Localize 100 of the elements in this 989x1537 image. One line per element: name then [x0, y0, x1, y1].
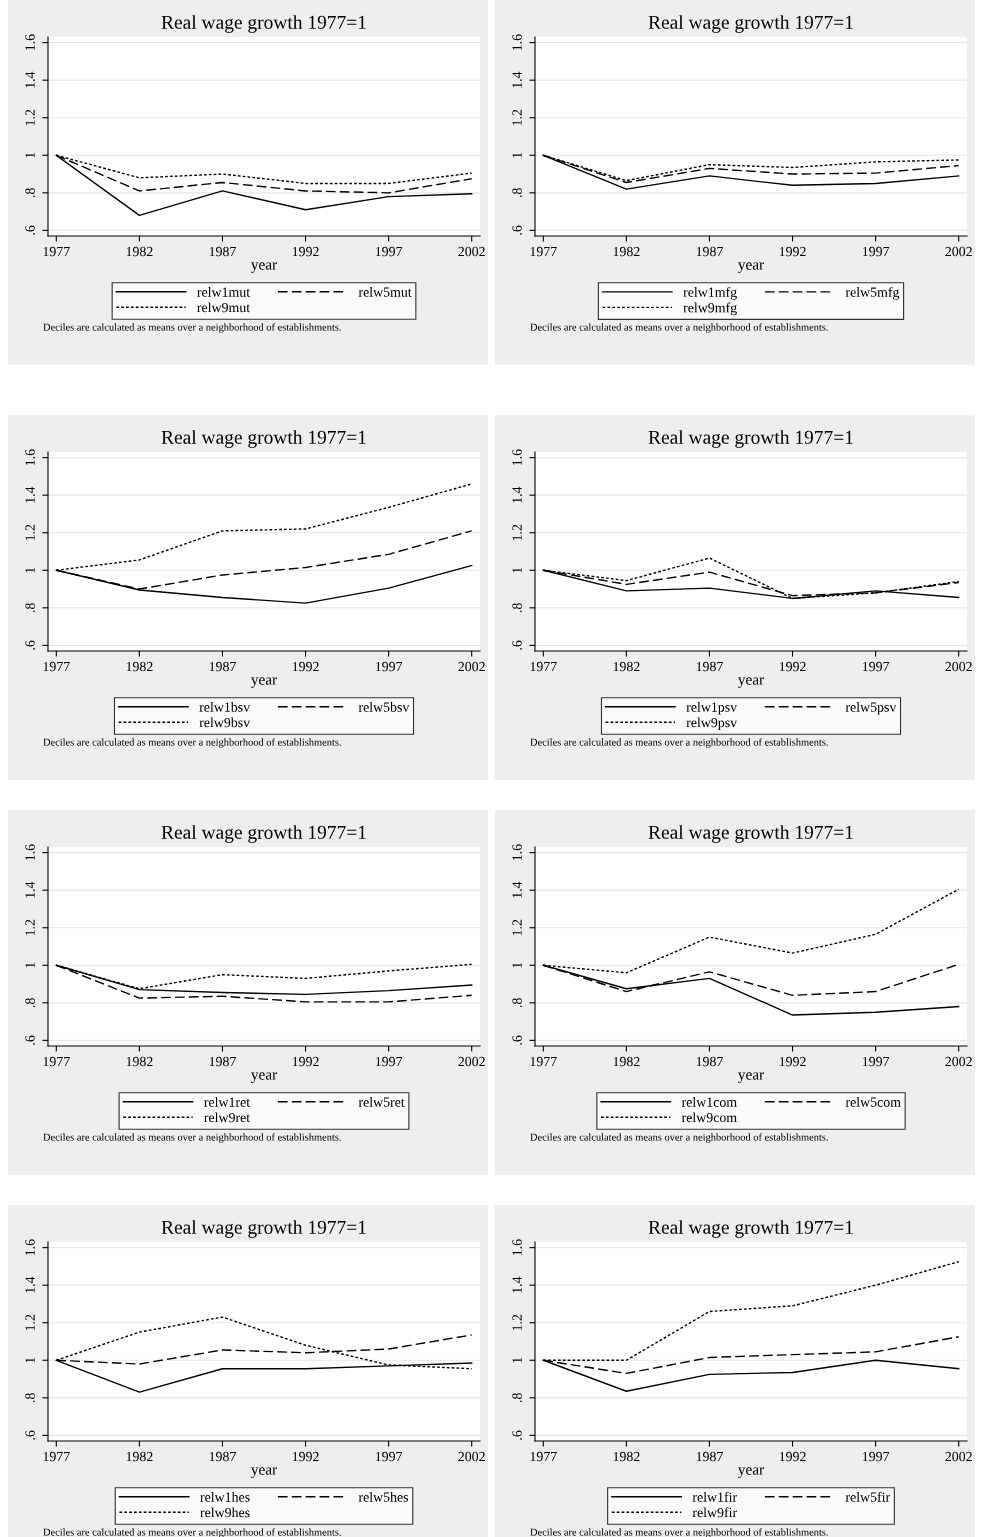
x-tick-label: 1982 — [613, 1056, 640, 1067]
legend-label: relw5hes — [358, 1492, 409, 1502]
x-tick-label: 1977 — [530, 1056, 557, 1067]
y-tick-label: 1.4 — [25, 881, 35, 898]
x-axis-title: year — [251, 1072, 278, 1083]
x-tick-label: 1992 — [292, 246, 319, 257]
y-tick-label: 1.2 — [512, 109, 522, 126]
x-axis-title: year — [251, 677, 278, 688]
y-tick-label: 1 — [25, 1357, 35, 1363]
y-tick-label: .6 — [25, 1430, 35, 1440]
x-tick-label: 1997 — [375, 1451, 403, 1462]
x-tick-label: 1997 — [862, 661, 890, 672]
y-tick-label: 1.2 — [512, 524, 522, 541]
x-axis-title: year — [738, 1072, 765, 1083]
y-tick-label: .8 — [25, 1393, 35, 1403]
legend-label: relw1mfg — [683, 286, 737, 300]
x-tick-label: 1977 — [530, 661, 557, 672]
y-tick-label: .6 — [25, 640, 35, 650]
x-tick-label: 2002 — [458, 1451, 485, 1462]
y-tick-label: .8 — [512, 1393, 522, 1403]
y-tick-label: 1.4 — [512, 71, 522, 88]
x-tick-label: 2002 — [458, 1056, 485, 1067]
legend-label: relw9com — [681, 1112, 737, 1123]
y-tick-label: .8 — [25, 603, 35, 613]
legend-label: relw5fir — [845, 1491, 891, 1502]
y-tick-label: 1.6 — [512, 449, 522, 466]
y-tick-label: 1.6 — [512, 1239, 522, 1256]
x-tick-label: 1982 — [126, 1056, 153, 1067]
x-tick-label: 1987 — [696, 1451, 723, 1462]
y-tick-label: .6 — [512, 640, 522, 650]
y-tick-label: .8 — [512, 998, 522, 1008]
legend-label: relw9hes — [200, 1507, 250, 1518]
chart-title: Real wage growth 1977=1 — [648, 825, 853, 843]
legend-label: relw9fir — [692, 1507, 737, 1518]
y-tick-label: .8 — [25, 188, 35, 198]
x-tick-label: 1997 — [862, 1451, 890, 1462]
x-tick-label: 1982 — [126, 246, 153, 257]
x-tick-label: 1997 — [375, 661, 403, 672]
legend-label: relw1bsv — [199, 702, 251, 712]
y-tick-label: 1.6 — [25, 1239, 35, 1256]
x-tick-label: 1997 — [862, 1056, 890, 1067]
text: Deciles are calculated as means over a neighborhood of establishments. — [43, 1133, 341, 1143]
chart-title: Real wage growth 1977=1 — [161, 1220, 366, 1238]
x-tick-label: 1987 — [696, 246, 723, 257]
x-tick-label: 1997 — [862, 246, 890, 257]
x-tick-label: 1987 — [696, 661, 723, 672]
y-tick-label: .8 — [512, 603, 522, 613]
x-tick-label: 1987 — [696, 1056, 723, 1067]
x-tick-label: 1982 — [126, 1451, 153, 1462]
y-tick-label: 1 — [512, 1357, 522, 1363]
x-tick-label: 1982 — [613, 246, 640, 257]
chart-title: Real wage growth 1977=1 — [648, 430, 853, 448]
legend-label: relw1com — [681, 1097, 737, 1107]
legend-label: relw1hes — [200, 1492, 250, 1502]
chart-title: Real wage growth 1977=1 — [648, 15, 853, 33]
y-tick-label: 1.2 — [25, 524, 35, 541]
x-tick-label: 1992 — [292, 1451, 319, 1462]
y-tick-label: 1.6 — [25, 34, 35, 51]
y-tick-label: 1.4 — [25, 1276, 35, 1293]
x-tick-label: 1977 — [43, 1056, 70, 1067]
text: Deciles are calculated as means over a neighborhood of establishments. — [530, 323, 828, 333]
legend-label: relw9mfg — [683, 302, 737, 316]
text: Deciles are calculated as means over a neighborhood of establishments. — [530, 1133, 828, 1143]
y-tick-label: 1.6 — [25, 844, 35, 861]
x-tick-label: 1977 — [43, 1451, 70, 1462]
legend-label: relw1psv — [686, 702, 738, 715]
x-tick-label: 1992 — [292, 1056, 319, 1067]
y-tick-label: 1.2 — [25, 109, 35, 126]
x-tick-label: 1992 — [779, 246, 806, 257]
x-tick-label: 2002 — [945, 1056, 972, 1067]
text: Deciles are calculated as means over a neighborhood of establishments. — [43, 1528, 341, 1537]
chart-title: Real wage growth 1977=1 — [161, 430, 366, 448]
y-tick-label: 1 — [512, 152, 522, 158]
legend-label: relw5mut — [358, 287, 412, 297]
y-tick-label: 1 — [25, 567, 35, 573]
y-tick-label: .8 — [512, 188, 522, 198]
x-tick-label: 1987 — [209, 1056, 236, 1067]
x-axis-title: year — [251, 1467, 278, 1478]
x-axis-title: year — [738, 1467, 765, 1478]
y-tick-label: .6 — [25, 225, 35, 235]
x-tick-label: 1977 — [43, 661, 70, 672]
legend-label: relw9mut — [197, 302, 251, 313]
y-tick-label: 1.4 — [512, 486, 522, 503]
y-tick-label: .6 — [512, 1430, 522, 1440]
y-tick-label: .6 — [25, 1035, 35, 1045]
y-tick-label: 1.4 — [25, 486, 35, 503]
legend-label: relw1mut — [197, 287, 251, 297]
x-tick-label: 2002 — [945, 246, 972, 257]
text: Deciles are calculated as means over a neighborhood of establishments. — [530, 1528, 828, 1537]
x-tick-label: 1982 — [126, 661, 153, 672]
legend-label: relw5mfg — [845, 286, 900, 300]
y-tick-label: 1 — [512, 962, 522, 968]
legend-label: relw5ret — [358, 1097, 405, 1107]
y-tick-label: 1.2 — [25, 919, 35, 936]
x-tick-label: 1982 — [613, 1451, 640, 1462]
legend-label: relw1ret — [204, 1097, 251, 1107]
legend-label: relw9bsv — [199, 717, 251, 728]
x-tick-label: 1992 — [779, 1056, 806, 1067]
legend-label: relw5psv — [845, 702, 897, 715]
y-tick-label: 1.4 — [512, 881, 522, 898]
